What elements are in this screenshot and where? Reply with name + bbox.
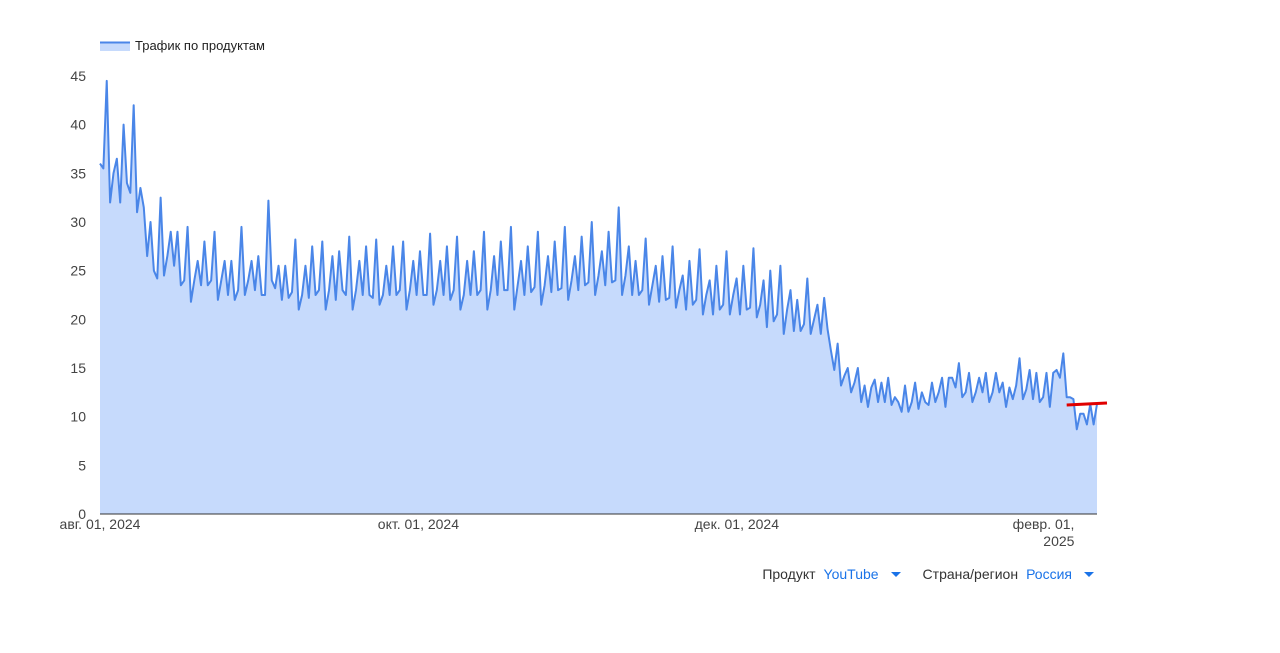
- product-filter-label: Продукт: [762, 566, 816, 582]
- y-tick-label: 45: [70, 68, 86, 84]
- filter-bar: Продукт YouTube Страна/регион Россия: [762, 566, 1094, 582]
- region-filter-value[interactable]: Россия: [1026, 566, 1072, 582]
- traffic-chart: Трафик по продуктам 0 5 10 15 20 25 30 35 40 45 а…: [60, 38, 1108, 549]
- chart-legend[interactable]: Трафик по продуктам: [100, 38, 265, 53]
- chevron-down-icon[interactable]: [890, 572, 901, 577]
- series-line: [99, 79, 1098, 431]
- legend-label: Трафик по продуктам: [135, 38, 265, 53]
- y-tick-label: 5: [78, 457, 86, 473]
- y-axis: 0 5 10 15 20 25 30 35 40 45: [70, 68, 86, 522]
- trend-line: [1066, 401, 1108, 407]
- y-tick-label: 0: [78, 506, 86, 522]
- y-tick-label: 10: [70, 409, 86, 425]
- x-tick-label: окт. 01, 2024: [378, 516, 459, 532]
- y-tick-label: 35: [70, 165, 86, 181]
- region-filter[interactable]: Страна/регион Россия: [923, 566, 1094, 582]
- x-tick-label: дек. 01, 2024: [695, 516, 780, 532]
- x-tick-label: авг. 01, 2024: [60, 516, 141, 532]
- series-area: [100, 80, 1097, 515]
- product-filter-value[interactable]: YouTube: [823, 566, 879, 582]
- plot-area: [99, 79, 1108, 515]
- x-tick-label: февр. 01, 2025: [1013, 516, 1075, 549]
- product-filter[interactable]: Продукт YouTube: [762, 566, 901, 582]
- x-axis: авг. 01, 2024 окт. 01, 2024 дек. 01, 2024 ф…: [60, 516, 1075, 549]
- y-tick-label: 25: [70, 263, 86, 279]
- region-filter-label: Страна/регион: [922, 566, 1019, 582]
- chevron-down-icon[interactable]: [1084, 572, 1094, 577]
- y-tick-label: 40: [70, 117, 86, 133]
- legend-swatch: [100, 42, 130, 51]
- y-tick-label: 15: [70, 360, 86, 376]
- y-tick-label: 20: [70, 311, 86, 327]
- y-tick-label: 30: [70, 214, 86, 230]
